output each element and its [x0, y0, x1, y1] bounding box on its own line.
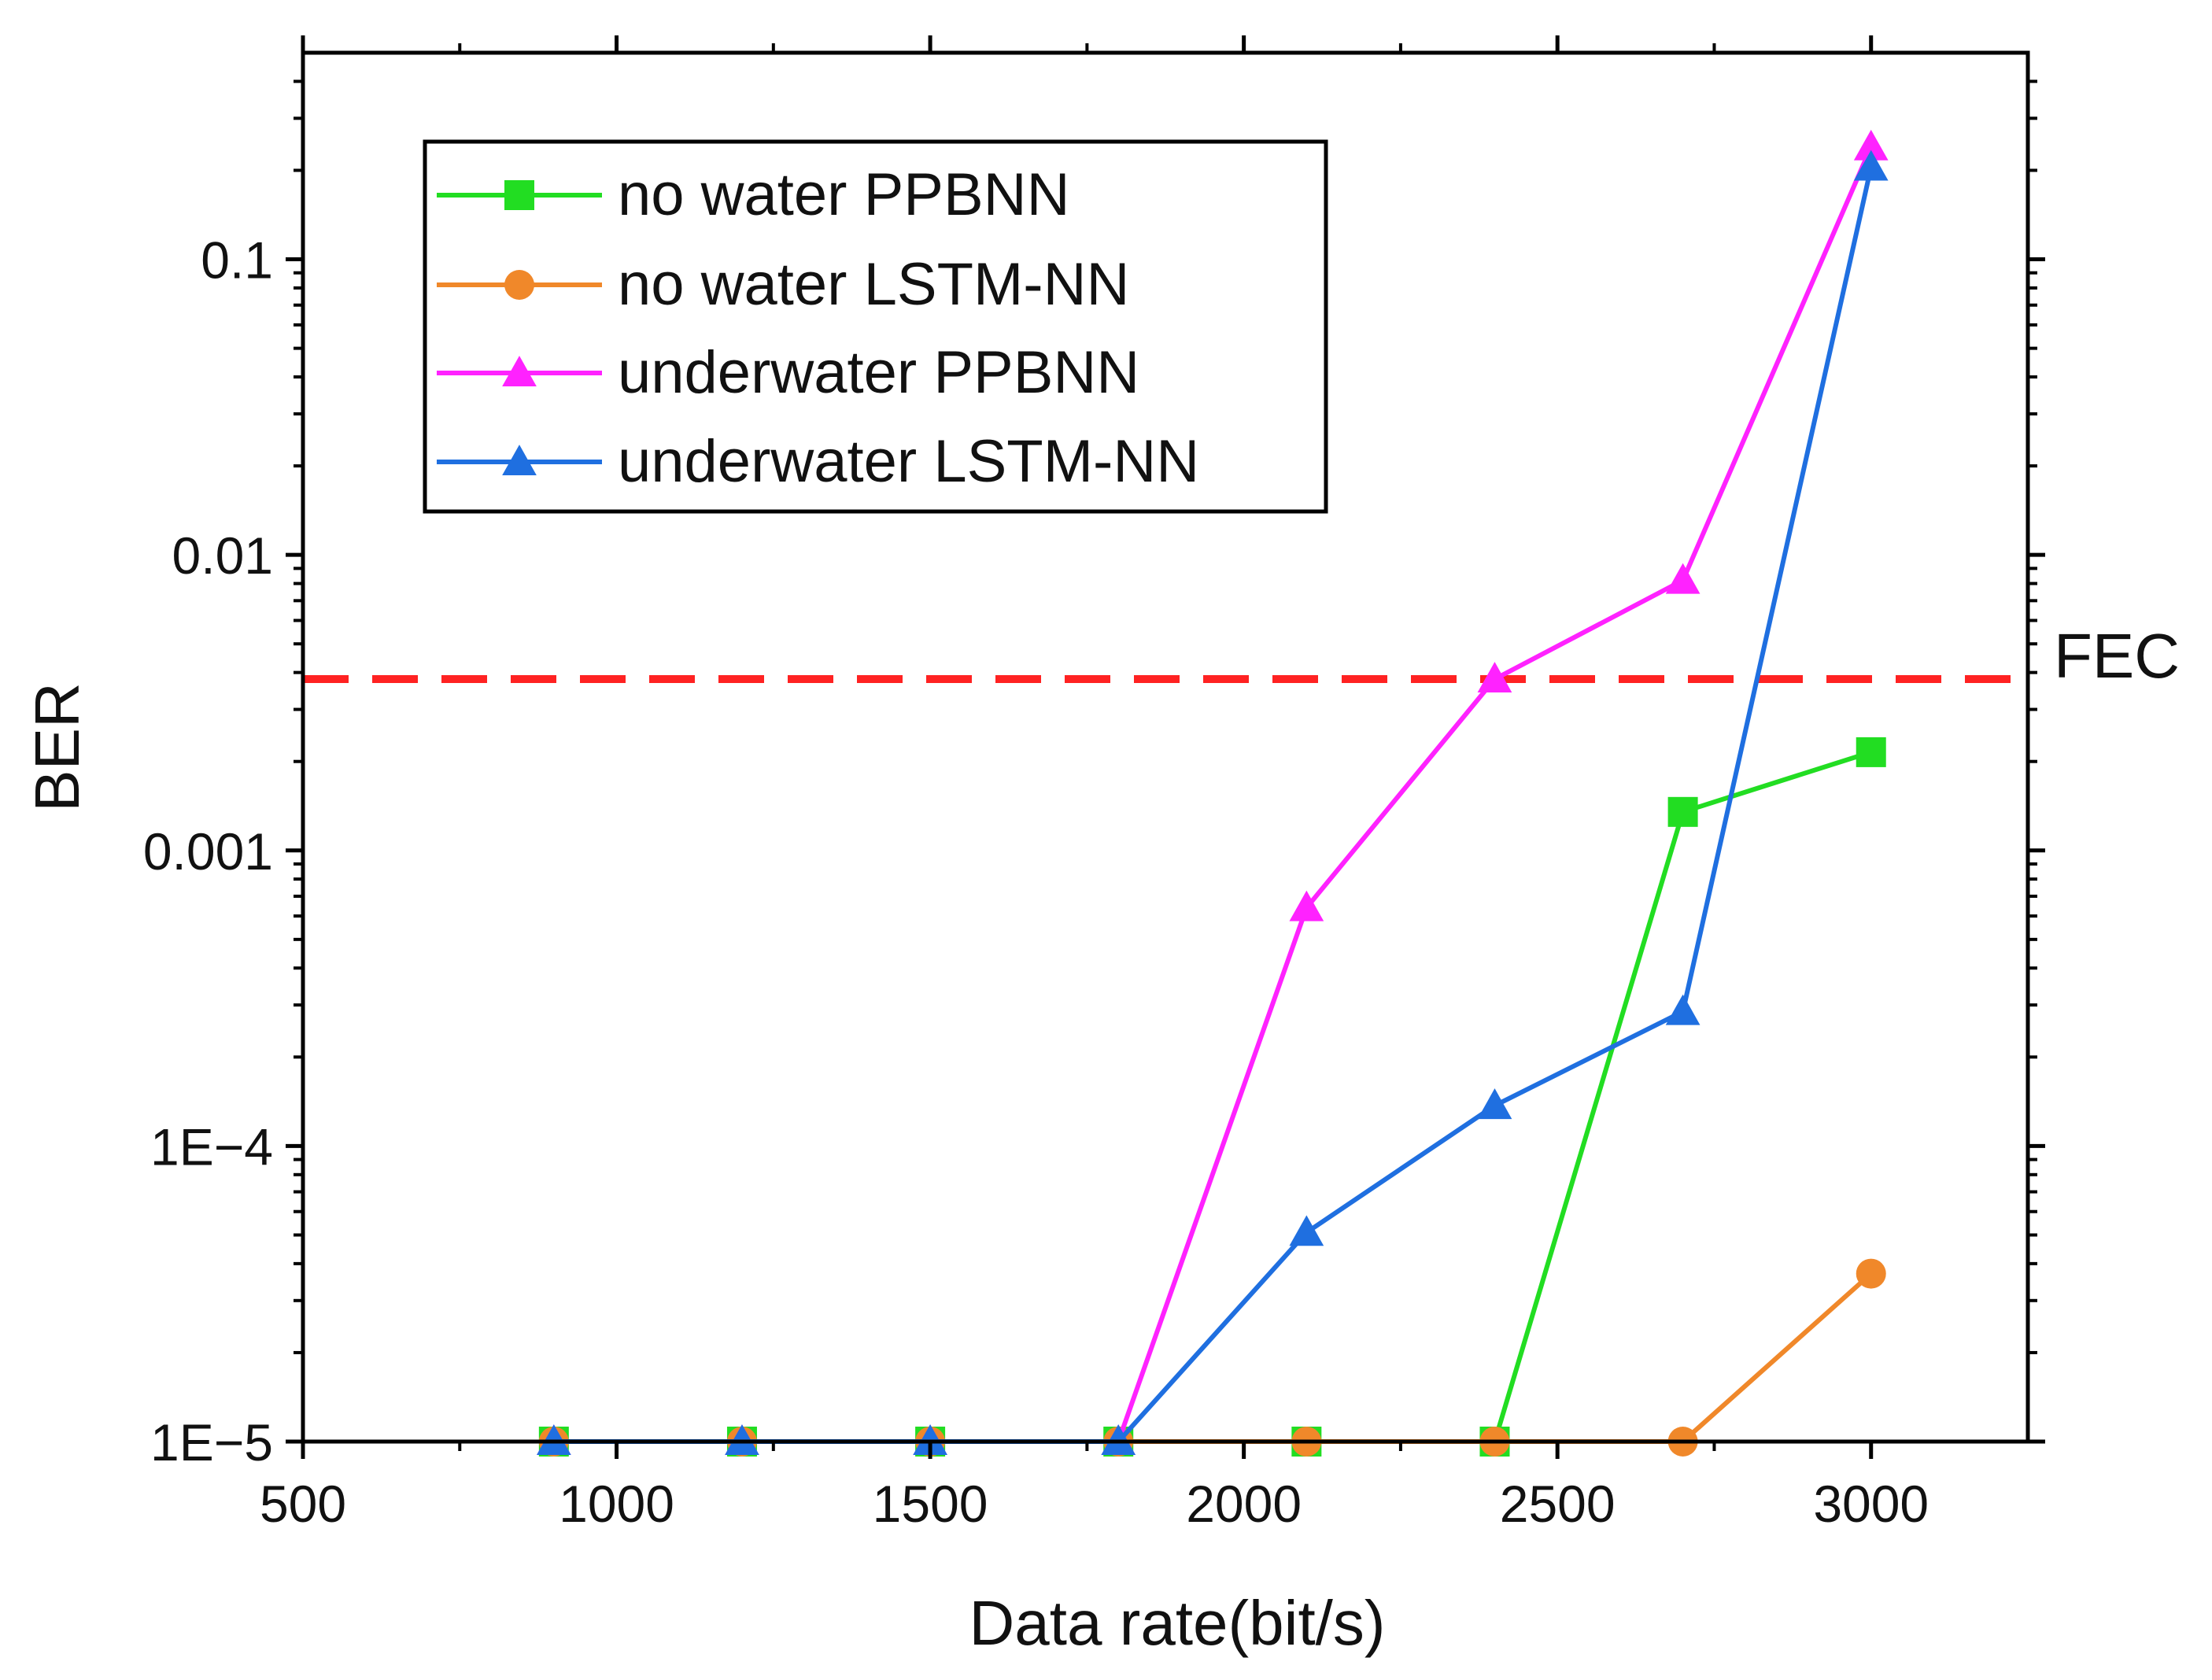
fec-label: FEC	[2054, 621, 2180, 691]
data-point	[1477, 662, 1512, 693]
legend-label: underwater PPBNN	[618, 339, 1139, 406]
data-point	[1856, 1258, 1886, 1289]
plot-frame	[301, 50, 2030, 1444]
legend-marker	[502, 445, 537, 476]
data-point	[1667, 796, 1698, 827]
y-axis-title: BER	[22, 682, 92, 812]
x-tick-label: 500	[260, 1475, 346, 1533]
y-tick-label: 0.01	[172, 526, 273, 585]
legend-box	[423, 139, 1328, 514]
data-point	[1853, 150, 1889, 181]
legend-marker	[502, 356, 537, 387]
data-point	[1289, 1215, 1324, 1246]
legend-label: no water PPBNN	[618, 161, 1069, 228]
x-tick-label: 2500	[1500, 1475, 1616, 1533]
legend-label: underwater LSTM-NN	[618, 428, 1199, 495]
data-point	[1477, 1088, 1512, 1120]
data-point	[1856, 737, 1886, 767]
x-tick-label: 1500	[873, 1475, 988, 1533]
y-tick-label: 0.001	[143, 822, 273, 881]
legend-marker	[504, 270, 534, 300]
data-point	[1665, 994, 1701, 1025]
x-tick-label: 2000	[1186, 1475, 1302, 1533]
y-tick-label: 1E−5	[150, 1413, 273, 1471]
x-axis-title: Data rate(bit/s)	[969, 1588, 1385, 1658]
legend-label: no water LSTM-NN	[618, 251, 1129, 318]
y-tick-label: 0.1	[201, 231, 273, 290]
legend-marker	[504, 180, 534, 210]
x-tick-label: 1000	[559, 1475, 674, 1533]
data-point	[1289, 890, 1324, 921]
y-tick-label: 1E−4	[150, 1117, 273, 1176]
data-point	[1853, 129, 1889, 161]
data-point	[1665, 563, 1701, 594]
x-tick-label: 3000	[1813, 1475, 1929, 1533]
